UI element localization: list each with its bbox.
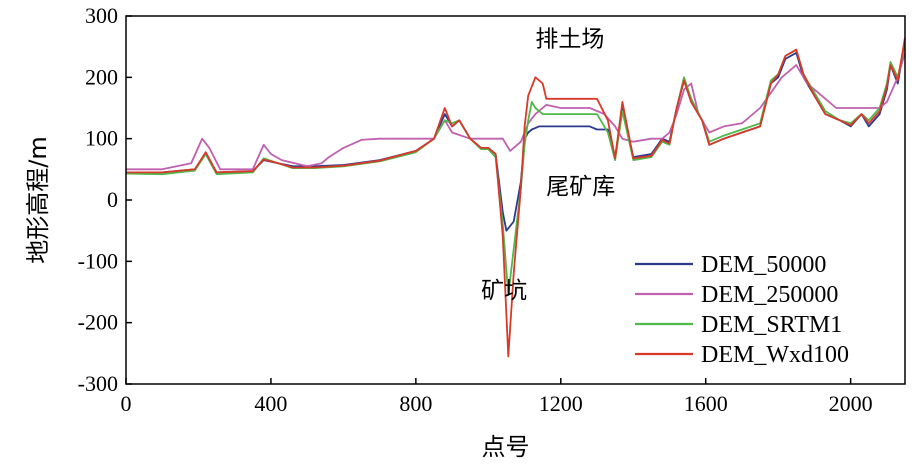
annotation-label: 排土场	[535, 27, 604, 53]
series-line-dem-250000	[126, 52, 905, 171]
legend-label: DEM_250000	[701, 282, 838, 308]
x-axis-label: 点号	[482, 433, 530, 461]
plot-area	[126, 37, 905, 358]
x-tick-label: 0	[121, 391, 132, 416]
y-tick-label: -300	[78, 371, 118, 396]
x-tick-label: 1200	[539, 391, 583, 416]
y-tick-label: 300	[85, 3, 118, 28]
series-line-dem-wxd100	[126, 37, 905, 358]
legend: DEM_50000 DEM_250000 DEM_SRTM1 DEM_Wxd100	[635, 252, 849, 368]
y-axis-label: 地形高程/m	[24, 136, 52, 263]
y-tick-label: -200	[78, 310, 118, 335]
annotation-label: 矿坑	[481, 278, 527, 304]
series-line-dem-50000	[126, 40, 905, 232]
y-tick-label: 200	[85, 64, 118, 89]
x-tick-label: 400	[254, 391, 287, 416]
x-tick-label: 1600	[684, 391, 728, 416]
legend-label: DEM_50000	[701, 252, 826, 278]
y-tick-label: 100	[85, 126, 118, 151]
annotation-label: 尾矿库	[546, 174, 615, 200]
axes: 0 400 800 1200 1600 2000 300 200 100 0 -100 -200 -30…	[24, 3, 906, 461]
x-tick-label: 2000	[829, 391, 873, 416]
x-tick-label: 800	[399, 391, 432, 416]
legend-label: DEM_Wxd100	[701, 342, 849, 368]
series-lines	[126, 37, 905, 358]
y-tick-label: -100	[78, 248, 118, 273]
legend-label: DEM_SRTM1	[701, 312, 842, 338]
y-tick-label: 0	[107, 187, 118, 212]
